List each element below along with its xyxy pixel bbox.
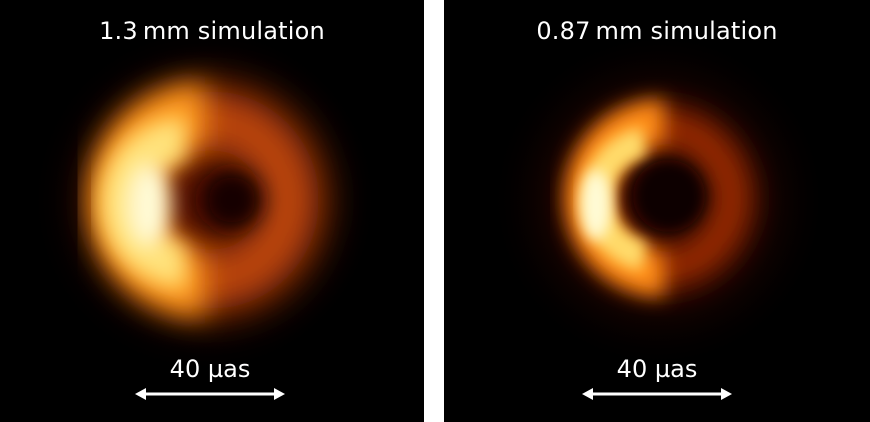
scale-bar-label: 40 µas	[616, 355, 698, 383]
panel-1-3mm: 1.3 mm simulation 40 µas	[0, 0, 424, 422]
black-hole-image-0-87mm	[444, 0, 870, 422]
scale-bar-arrow	[582, 388, 732, 400]
scale-bar-arrow	[135, 388, 285, 400]
panel-0-87mm: 0.87 mm simulation 40 µas	[444, 0, 870, 422]
panel-title: 0.87 mm simulation	[536, 17, 778, 45]
panel-title: 1.3 mm simulation	[99, 17, 325, 45]
scale-bar-label: 40 µas	[169, 355, 251, 383]
black-hole-image-1-3mm	[0, 0, 424, 422]
